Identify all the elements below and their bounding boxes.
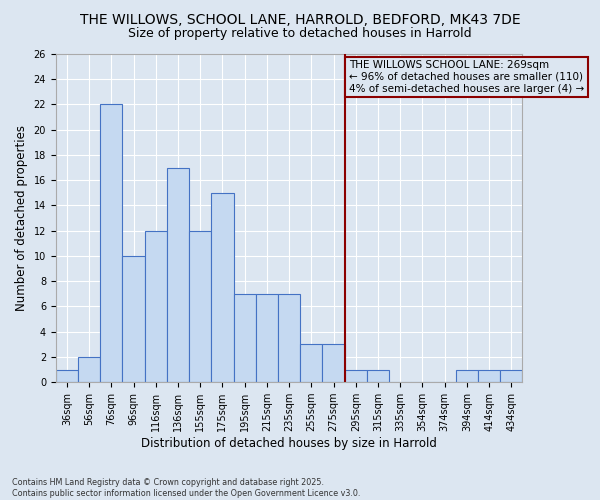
- Bar: [300, 344, 322, 382]
- Text: Contains HM Land Registry data © Crown copyright and database right 2025.
Contai: Contains HM Land Registry data © Crown c…: [12, 478, 361, 498]
- Text: THE WILLOWS, SCHOOL LANE, HARROLD, BEDFORD, MK43 7DE: THE WILLOWS, SCHOOL LANE, HARROLD, BEDFO…: [80, 12, 520, 26]
- Bar: [367, 370, 389, 382]
- Bar: [56, 370, 78, 382]
- Bar: [211, 193, 233, 382]
- Bar: [456, 370, 478, 382]
- Bar: [189, 230, 211, 382]
- Bar: [322, 344, 344, 382]
- Bar: [122, 256, 145, 382]
- Bar: [78, 357, 100, 382]
- Bar: [344, 370, 367, 382]
- Y-axis label: Number of detached properties: Number of detached properties: [15, 125, 28, 311]
- Bar: [278, 294, 300, 382]
- Bar: [145, 230, 167, 382]
- Bar: [256, 294, 278, 382]
- Bar: [100, 104, 122, 382]
- Bar: [167, 168, 189, 382]
- Bar: [500, 370, 523, 382]
- Bar: [233, 294, 256, 382]
- X-axis label: Distribution of detached houses by size in Harrold: Distribution of detached houses by size …: [141, 437, 437, 450]
- Text: THE WILLOWS SCHOOL LANE: 269sqm
← 96% of detached houses are smaller (110)
4% of: THE WILLOWS SCHOOL LANE: 269sqm ← 96% of…: [349, 60, 584, 94]
- Text: Size of property relative to detached houses in Harrold: Size of property relative to detached ho…: [128, 28, 472, 40]
- Bar: [478, 370, 500, 382]
